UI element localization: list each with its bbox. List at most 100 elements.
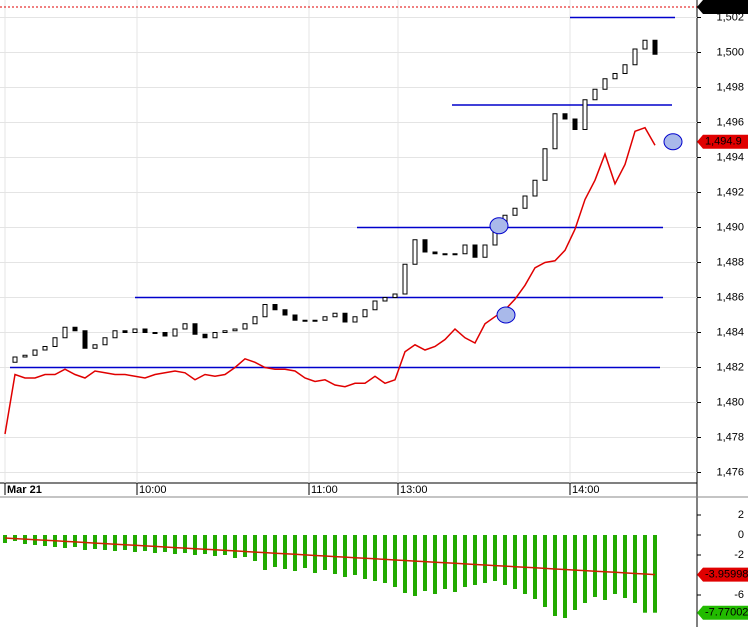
price-tag — [697, 605, 748, 620]
histogram-bar — [623, 535, 627, 598]
histogram-bar — [613, 535, 617, 594]
candle — [352, 316, 358, 323]
candle — [552, 113, 558, 150]
histogram-bar — [473, 535, 477, 585]
histogram-bar — [303, 535, 307, 568]
histogram-bar — [243, 535, 247, 557]
histogram-bar — [633, 535, 637, 603]
histogram-bar — [413, 535, 417, 596]
x-tick-label: 13:00 — [400, 484, 428, 496]
histogram-bar — [573, 535, 577, 610]
histogram-bar — [233, 535, 237, 558]
histogram-bar — [163, 535, 167, 552]
histogram-bar — [423, 535, 427, 591]
histogram-bar — [513, 535, 517, 589]
y-tick-label: -2 — [734, 549, 744, 561]
histogram-bar — [73, 535, 77, 547]
candle — [232, 328, 238, 332]
candle — [322, 316, 328, 321]
histogram-bar — [603, 535, 607, 600]
histogram-bar — [173, 535, 177, 554]
histogram-bar — [253, 535, 257, 561]
candle — [192, 323, 198, 335]
candle — [532, 179, 538, 197]
x-tick-label: 11:00 — [311, 484, 338, 496]
histogram-bar — [533, 535, 537, 599]
candle — [312, 319, 318, 322]
candle — [172, 328, 178, 337]
histogram-bar — [283, 535, 287, 569]
candle — [212, 332, 218, 339]
x-tick-label: Mar 21 — [7, 484, 42, 496]
y-tick-label: 1,494 — [716, 151, 744, 163]
histogram-bar — [523, 535, 527, 594]
candle — [92, 344, 98, 349]
candle — [622, 64, 628, 74]
histogram-bar — [403, 535, 407, 593]
histogram-bar — [593, 535, 597, 597]
y-tick-label: 1,490 — [716, 221, 744, 233]
y-tick-label: 1,482 — [716, 361, 744, 373]
x-tick-label: 10:00 — [139, 484, 167, 496]
candle — [252, 316, 258, 325]
candle — [242, 323, 248, 330]
y-tick-label: 1,486 — [716, 291, 744, 303]
marker — [496, 306, 516, 324]
candle — [652, 39, 658, 55]
candle — [422, 239, 428, 253]
histogram-bar — [363, 535, 367, 579]
histogram-bar — [443, 535, 447, 589]
candle — [12, 356, 18, 363]
y-tick-label: 1,480 — [716, 396, 744, 408]
histogram-bar — [503, 535, 507, 585]
histogram-bar — [213, 535, 217, 556]
histogram-bar — [393, 535, 397, 587]
x-tick-label: 14:00 — [572, 484, 600, 496]
y-tick-label: 0 — [738, 529, 744, 541]
marker — [663, 133, 683, 151]
candle — [122, 330, 128, 333]
candle — [612, 73, 618, 80]
y-tick-label: 1,502 — [716, 11, 744, 23]
histogram-bar — [373, 535, 377, 581]
candle — [372, 300, 378, 311]
histogram-bar — [293, 535, 297, 571]
histogram-bar — [563, 535, 567, 618]
candle — [202, 333, 208, 339]
candle — [482, 244, 488, 258]
histogram-bar — [223, 535, 227, 555]
y-tick-label: 1,492 — [716, 186, 744, 198]
histogram-bar — [273, 535, 277, 567]
histogram-bar — [323, 535, 327, 570]
candle — [512, 207, 518, 216]
y-tick-label: -6 — [734, 589, 744, 601]
histogram-bar — [463, 535, 467, 587]
candle — [162, 332, 168, 337]
candle — [382, 297, 388, 302]
candle — [602, 78, 608, 90]
histogram-bar — [353, 535, 357, 575]
price-tag-label: 1,502.6 — [705, 1, 742, 13]
candle — [302, 319, 308, 322]
y-tick-label: 1,500 — [716, 46, 744, 58]
candle — [642, 39, 648, 50]
price-tag — [697, 134, 748, 149]
histogram-bar — [543, 535, 547, 607]
histogram-bar — [193, 535, 197, 555]
y-tick-label: 1,484 — [716, 326, 744, 338]
histogram-bar — [313, 535, 317, 573]
candle — [412, 239, 418, 265]
candle — [342, 312, 348, 323]
histogram-bar — [93, 535, 97, 549]
histogram-bar — [133, 535, 137, 552]
candle — [562, 113, 568, 120]
candle — [282, 309, 288, 316]
series-line — [4, 126, 656, 435]
price-tag-label: -7.77002 — [705, 607, 748, 619]
histogram-bar — [343, 535, 347, 577]
histogram-bar — [483, 535, 487, 583]
candle — [262, 304, 268, 318]
price-tag — [697, 567, 748, 582]
